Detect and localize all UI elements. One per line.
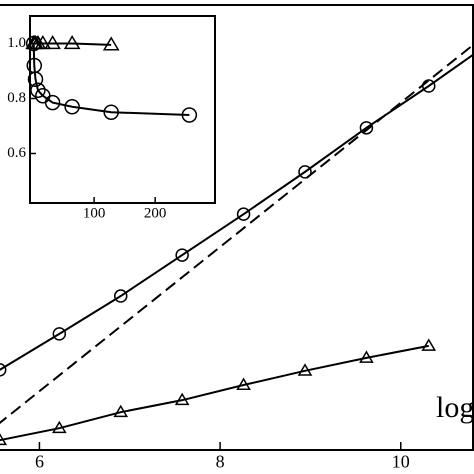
x-axis-label: log	[436, 391, 474, 424]
triangle-marker	[52, 420, 67, 434]
circle-marker	[359, 121, 374, 135]
triangle-marker	[359, 350, 374, 363]
triangle-marker	[44, 35, 61, 50]
circle-marker	[236, 207, 251, 221]
circle-marker	[113, 289, 128, 303]
circle-marker	[27, 71, 44, 87]
circle-marker	[298, 165, 312, 179]
triangle-marker	[0, 433, 8, 446]
circle-marker	[44, 94, 61, 111]
triangle-marker	[236, 377, 251, 390]
triangle-marker	[34, 35, 52, 50]
y-tick-label: 1.0	[7, 35, 26, 51]
x-tick-label: 200	[144, 206, 167, 222]
triangle-marker	[421, 338, 437, 351]
y-tick-label: 0.8	[7, 90, 26, 106]
triangle-marker	[113, 404, 129, 418]
triangle-marker	[102, 36, 120, 51]
circle-marker	[30, 82, 46, 98]
y-tick-label: 0.6	[7, 145, 26, 161]
triangle-marker	[297, 363, 313, 376]
series-line	[0, 344, 429, 442]
x-tick-label: 100	[83, 206, 106, 222]
series-line	[0, 54, 474, 371]
x-tick-label: 10	[392, 452, 410, 472]
x-tick-label: 8	[216, 452, 225, 472]
series-line	[0, 44, 474, 424]
plot-frame	[0, 4, 474, 451]
circle-marker	[52, 327, 67, 341]
x-tick-label: 6	[35, 452, 44, 472]
circle-marker	[181, 107, 198, 123]
circle-marker	[175, 248, 189, 262]
circle-marker	[0, 363, 7, 377]
plot-frame	[29, 15, 216, 204]
triangle-marker	[174, 392, 190, 406]
triangle-marker	[63, 35, 81, 50]
circle-marker	[64, 99, 80, 115]
circle-marker	[103, 104, 119, 120]
